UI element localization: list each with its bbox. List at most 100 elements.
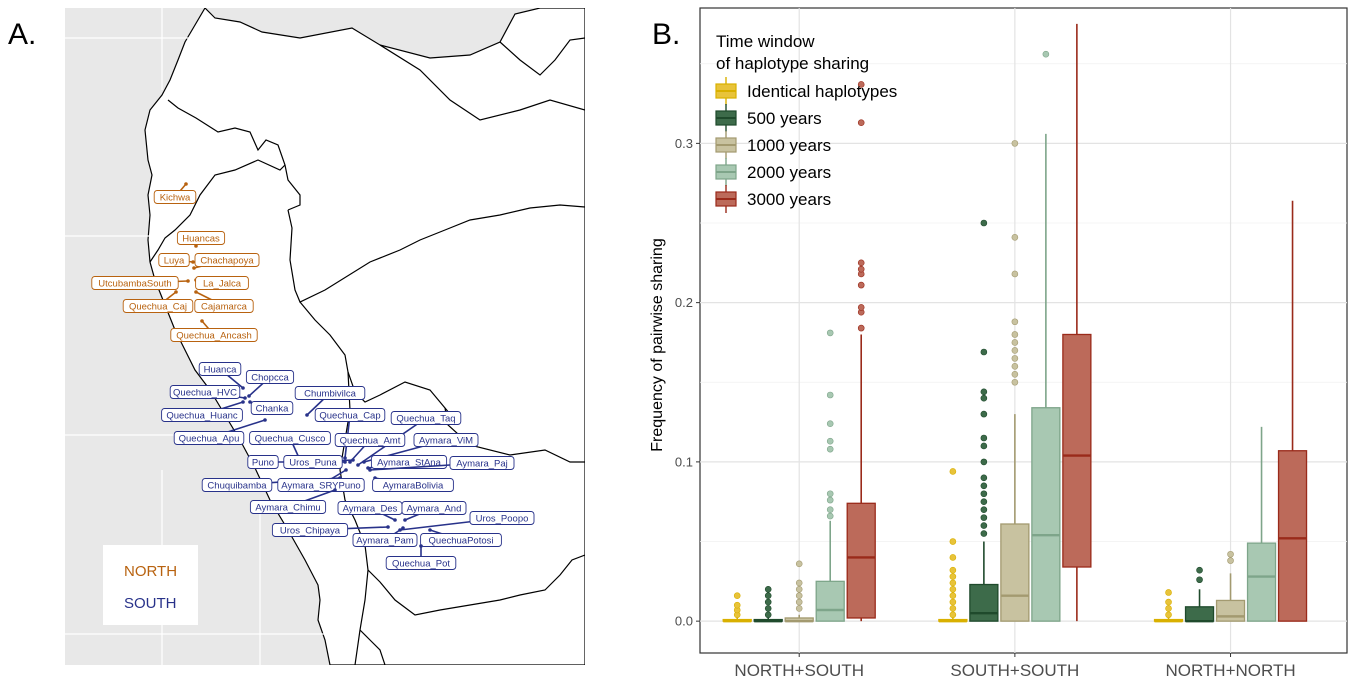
population-label: Quechua_Caj: [129, 302, 187, 313]
population-label-box: [245, 370, 295, 384]
population-label: Chumbivilca: [304, 389, 356, 400]
population-label-box: [176, 231, 226, 245]
population-quechua-huanc: Quechua_Huanc: [161, 400, 245, 422]
population-label: Chopcca: [251, 373, 289, 384]
map-area: [65, 8, 585, 665]
population-huanca: Huanca: [198, 362, 245, 390]
population-uros-puna: Uros_Puna: [283, 455, 355, 469]
population-label: Luya: [164, 256, 185, 267]
map-legend: NORTH SOUTH: [103, 545, 198, 625]
population-label-box: [250, 401, 294, 415]
population-label-box: [413, 433, 479, 447]
map-legend-box: [103, 545, 198, 625]
population-point: [194, 244, 198, 248]
population-uros-poopo: Uros_Poopo: [398, 511, 535, 532]
population-label: Huanca: [204, 365, 237, 376]
population-label-box: [201, 478, 273, 492]
legend-south: SOUTH: [124, 595, 177, 612]
population-aymara-srypuno: Aymara_SRYPuno: [277, 468, 365, 492]
population-label-box: [91, 276, 179, 290]
population-point: [241, 386, 245, 390]
population-point: [393, 518, 397, 522]
population-label: Chachapoya: [200, 256, 254, 267]
population-label-box: [198, 362, 242, 376]
population-label-box: [195, 276, 249, 290]
population-label-box: [153, 190, 197, 204]
population-label: Chanka: [256, 404, 289, 415]
population-aymara-chimu: Aymara_Chimu: [249, 488, 337, 514]
population-label: Uros_Puna: [289, 458, 337, 469]
population-utcubambasouth: UtcubambaSouth: [91, 276, 190, 290]
panel-b-letter: B.: [652, 18, 681, 51]
population-point: [356, 463, 360, 467]
population-point: [263, 418, 267, 422]
population-label-box: [352, 533, 418, 547]
population-label: Quechua_HVC: [173, 388, 237, 399]
population-point: [243, 396, 247, 400]
population-label-box: [314, 408, 386, 422]
population-label-box: [370, 455, 448, 469]
population-point: [344, 468, 348, 472]
population-point: [428, 528, 432, 532]
population-huancas: Huancas: [176, 231, 226, 248]
population-point: [351, 458, 355, 462]
population-label: Uros_Chipaya: [280, 526, 341, 537]
population-label-box: [294, 386, 366, 400]
population-cajamarca: Cajamarca: [194, 290, 254, 313]
population-label: Aymara_Paj: [456, 459, 508, 470]
population-label: Uros_Poopo: [476, 514, 529, 525]
population-label: Quechua_Cap: [319, 411, 380, 422]
population-quechua-cap: Quechua_Cap: [314, 408, 386, 460]
population-label-box: [122, 299, 194, 313]
population-point: [174, 290, 178, 294]
population-point: [419, 544, 423, 548]
population-point: [348, 460, 352, 464]
population-label: Quechua_Taq: [396, 414, 455, 425]
population-kichwa: Kichwa: [153, 182, 197, 204]
population-label: Aymara_Des: [343, 504, 398, 515]
panel-a-letter: A.: [8, 18, 37, 51]
population-label-box: [249, 500, 327, 514]
population-label-box: [249, 431, 331, 445]
population-label-box: [161, 408, 243, 422]
population-label: AymaraBolivia: [383, 481, 444, 492]
population-uros-chipaya: Uros_Chipaya: [271, 523, 390, 537]
population-labels: Kichwa Huancas Luya Chachapoya UtcubambaSout…: [91, 182, 535, 570]
population-label-box: [247, 455, 279, 469]
population-point: [194, 290, 198, 294]
population-aymara-vim: Aymara_ViM: [362, 433, 479, 464]
population-quechua-hvc: Quechua_HVC: [169, 385, 247, 400]
legend-north: NORTH: [124, 563, 177, 580]
population-label-box: [420, 533, 502, 547]
population-point: [192, 266, 196, 270]
population-quechua-caj: Quechua_Caj: [122, 290, 194, 313]
population-point: [186, 279, 190, 283]
population-label-box: [173, 431, 245, 445]
population-label: QuechuaPotosi: [429, 536, 494, 547]
population-chachapoya: Chachapoya: [192, 253, 260, 270]
population-aymara-and: Aymara_And: [401, 501, 467, 522]
population-quechuapotosi: QuechuaPotosi: [420, 528, 502, 547]
population-label: Quechua_Pot: [392, 559, 450, 570]
population-point: [241, 400, 245, 404]
population-label-box: [194, 253, 260, 267]
population-label: Quechua_Huanc: [166, 411, 238, 422]
population-label-box: [449, 456, 515, 470]
population-point: [333, 488, 337, 492]
population-label: Huancas: [182, 234, 220, 245]
population-label-box: [170, 328, 258, 342]
population-point: [247, 394, 251, 398]
population-la-jalca: La_Jalca: [194, 276, 249, 290]
graticule: [65, 8, 330, 665]
population-luya: Luya: [158, 253, 195, 267]
population-point: [362, 460, 366, 464]
population-quechua-pot: Quechua_Pot: [385, 544, 457, 570]
population-label-box: [271, 523, 349, 537]
population-label-box: [385, 556, 457, 570]
population-label: Aymara_SRYPuno: [281, 481, 360, 492]
population-label: Aymara_Chimu: [255, 503, 320, 514]
population-aymara-pam: Aymara_Pam: [352, 526, 418, 547]
population-point: [401, 526, 405, 530]
population-label: Chuquibamba: [207, 481, 267, 492]
